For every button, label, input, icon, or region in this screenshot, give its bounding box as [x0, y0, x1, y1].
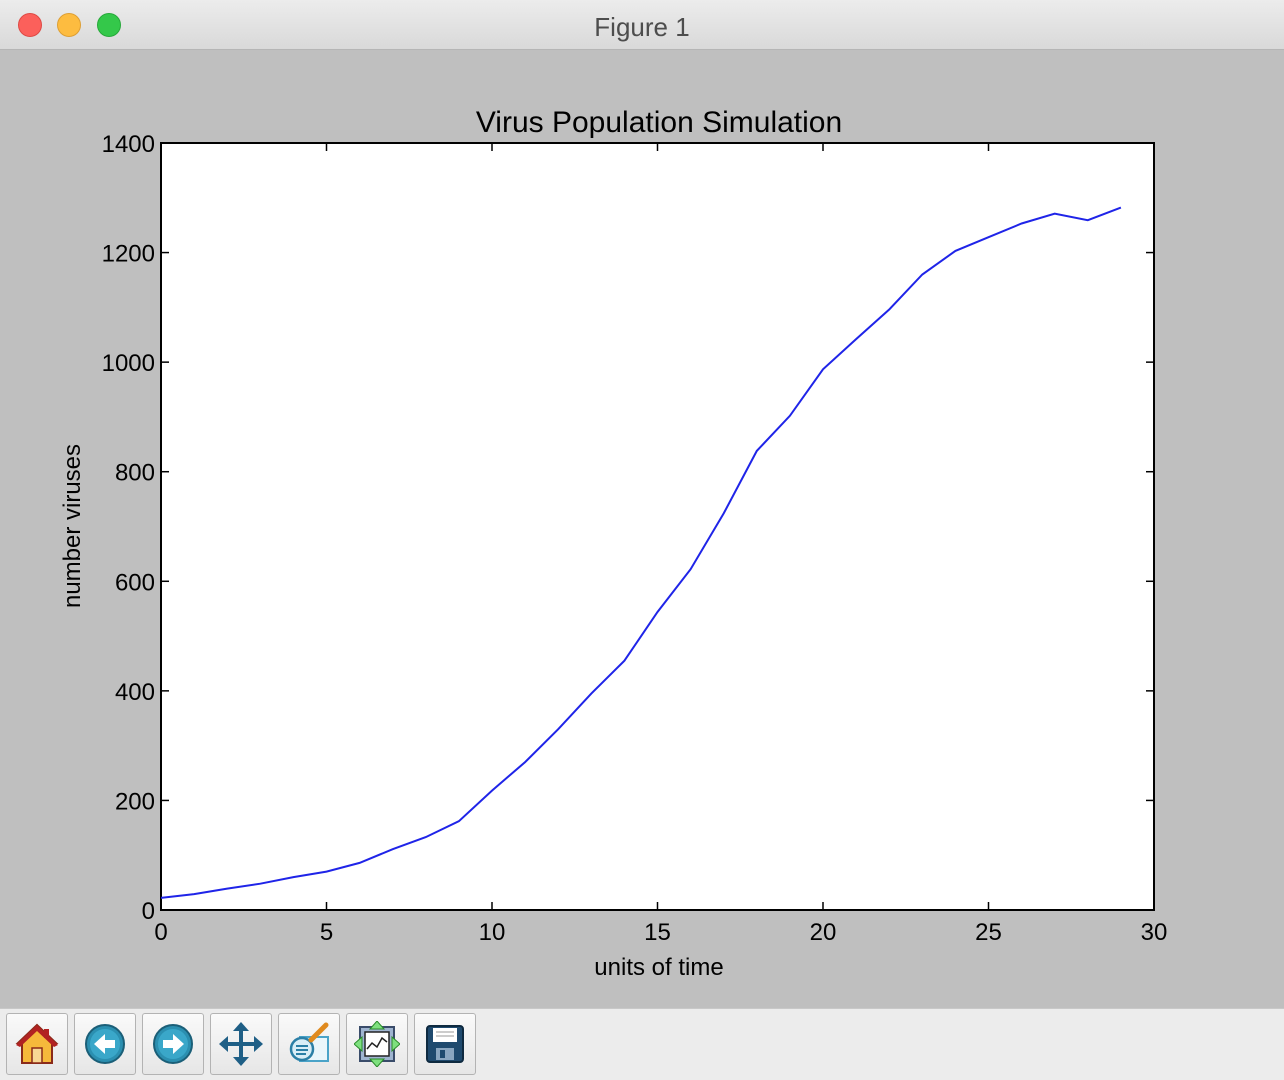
y-tick-label: 0	[142, 898, 155, 925]
plot-area	[160, 142, 1155, 911]
x-tick-label: 0	[154, 919, 167, 946]
forward-arrow-icon	[153, 1024, 193, 1064]
pan-move-icon	[219, 1022, 263, 1066]
x-tick-label: 10	[479, 919, 506, 946]
save-button[interactable]	[414, 1013, 476, 1075]
y-tick-label: 200	[115, 788, 155, 815]
y-axis-label: number viruses	[59, 444, 86, 608]
zoom-window-button[interactable]	[97, 13, 121, 37]
y-tick-label: 1200	[102, 241, 155, 268]
chart: 0 5 10 15 20 25 30 0 200 400 600 800 1000 1200 1400 Vi…	[59, 106, 1168, 981]
pan-button[interactable]	[210, 1013, 272, 1075]
chart-title: Virus Population Simulation	[476, 106, 842, 139]
x-tick-label: 25	[975, 919, 1002, 946]
x-tick-label: 20	[810, 919, 837, 946]
home-button[interactable]	[6, 1013, 68, 1075]
x-tick-label: 30	[1141, 919, 1168, 946]
x-axis-label: units of time	[594, 954, 723, 981]
subplot-config-button[interactable]	[346, 1013, 408, 1075]
figure-canvas[interactable]: 0 5 10 15 20 25 30 0 200 400 600 800 1000 1200 1400 Vi…	[0, 50, 1284, 1008]
zoom-rect-icon	[289, 1022, 329, 1062]
y-tick-label: 1400	[102, 131, 155, 158]
back-arrow-icon	[85, 1024, 125, 1064]
close-window-button[interactable]	[18, 13, 42, 37]
navigation-toolbar	[0, 1008, 1284, 1080]
y-tick-label: 1000	[102, 350, 155, 377]
save-floppy-icon	[426, 1025, 464, 1063]
y-tick-label: 600	[115, 569, 155, 596]
y-tick-label: 400	[115, 679, 155, 706]
subplot-config-icon	[354, 1021, 400, 1067]
forward-button[interactable]	[142, 1013, 204, 1075]
window-edge	[1280, 50, 1284, 1008]
back-button[interactable]	[74, 1013, 136, 1075]
series-line	[160, 206, 1122, 899]
minimize-window-button[interactable]	[57, 13, 81, 37]
title-bar: Figure 1	[0, 0, 1284, 50]
home-icon	[15, 1023, 59, 1064]
zoom-button[interactable]	[278, 1013, 340, 1075]
y-tick-label: 800	[115, 460, 155, 487]
window-title: Figure 1	[594, 12, 690, 42]
x-tick-label: 15	[644, 919, 671, 946]
x-tick-label: 5	[320, 919, 333, 946]
